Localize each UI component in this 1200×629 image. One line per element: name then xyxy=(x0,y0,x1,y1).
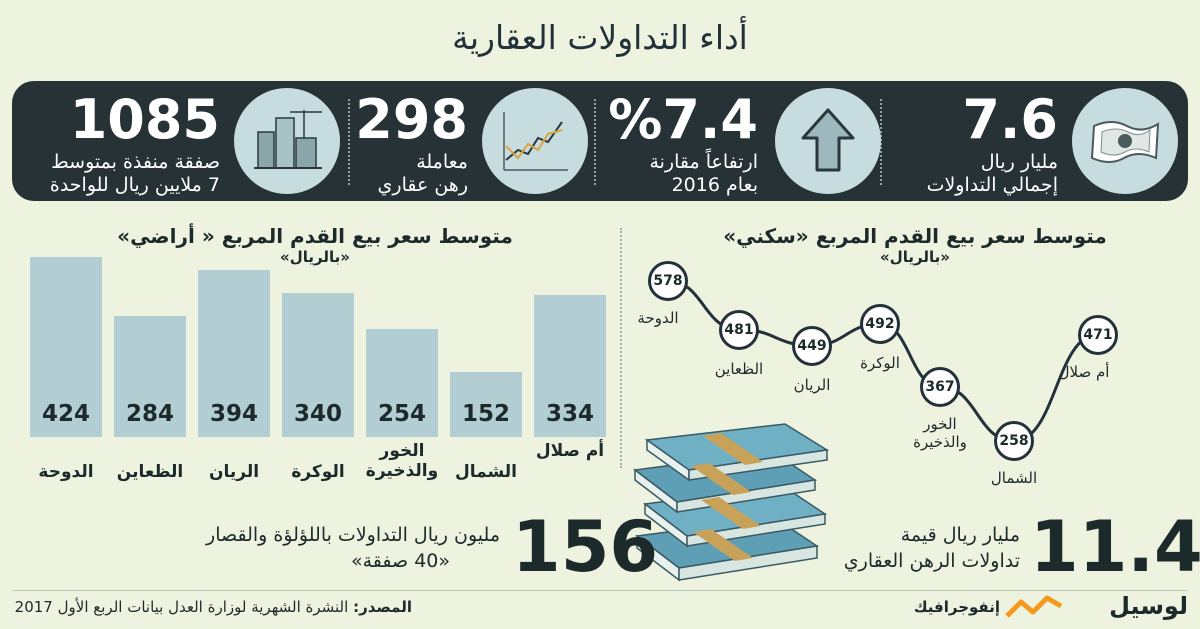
kpi-mortgage-line1: معاملة xyxy=(416,151,468,173)
section-divider xyxy=(620,228,622,468)
bar xyxy=(282,292,354,437)
footer-infographic-label: إنفوجرافيك xyxy=(913,598,1000,616)
residential-chart-title: متوسط سعر بيع القدم المربع «سكني» xyxy=(723,224,1107,248)
kpi-divider xyxy=(594,99,596,185)
footer-source: المصدر: النشرة الشهرية لوزارة العدل بيان… xyxy=(12,598,412,616)
kpi-mortgage-line2: رهن عقاري xyxy=(377,174,468,196)
line-point-label: الوكرة xyxy=(860,354,900,372)
pearl-value: 156 xyxy=(512,506,659,588)
bar-value-label: 254 xyxy=(377,401,426,427)
line-chart-icon xyxy=(482,88,588,194)
bar xyxy=(114,316,186,437)
line-point-label: الظعاين xyxy=(714,359,764,378)
page-title: أداء التداولات العقارية xyxy=(452,18,748,57)
brand-logo-icon xyxy=(1005,595,1063,618)
bar-category-label: الشمال xyxy=(454,462,518,482)
bar xyxy=(198,269,270,437)
kpi-divider xyxy=(348,99,350,185)
bar-value-label: 152 xyxy=(461,401,510,427)
bar-category-label: الدوحة xyxy=(38,462,94,482)
bar xyxy=(534,295,606,437)
line-point: 481 xyxy=(719,309,759,350)
bar-value-label: 394 xyxy=(209,401,258,427)
lands-chart-subtitle: «بالريال» xyxy=(280,248,350,266)
line-point-label: أم صلال xyxy=(1058,362,1110,381)
lands-chart-title: متوسط سعر بيع القدم المربع « أراضي» xyxy=(117,224,513,248)
line-point: 367 xyxy=(920,366,960,407)
line-point-label: الدوحة xyxy=(637,309,679,327)
bar-value-label: 340 xyxy=(293,401,342,427)
line-point: 471 xyxy=(1078,314,1118,355)
bar-value-label: 334 xyxy=(545,401,594,427)
line-point: 449 xyxy=(792,325,832,366)
kpi-growth-value: %7.4 xyxy=(608,88,758,151)
bar-category-label: الخور والذخيرة xyxy=(365,441,439,482)
line-point-label: الخور والذخيرة xyxy=(913,414,967,451)
pearl-line1: مليون ريال التداولات باللؤلؤة والقصار xyxy=(206,524,500,546)
up-arrow-icon xyxy=(775,88,881,194)
bar-category-label: الريان xyxy=(208,462,260,482)
kpi-divider xyxy=(880,99,882,185)
bar-category-label: أم صلال xyxy=(535,441,605,461)
kpi-total-line2: إجمالي التداولات xyxy=(926,174,1058,196)
line-point: 578 xyxy=(648,261,688,301)
mortgage-value-line2: تداولات الرهن العقاري xyxy=(843,550,1020,572)
footer-source-label: المصدر: xyxy=(353,598,412,616)
bar-category-label: الوكرة xyxy=(291,462,345,482)
money-stack-icon xyxy=(633,423,830,582)
mortgage-value: 11.4 xyxy=(1030,506,1200,588)
line-point: 492 xyxy=(860,304,900,344)
kpi-mortgage-value: 298 xyxy=(355,88,468,151)
bar xyxy=(366,329,438,437)
kpi-deals-value: 1085 xyxy=(69,88,220,151)
kpi-growth-line1: ارتفاعاً مقارنة xyxy=(649,151,758,173)
bar-value-label: 424 xyxy=(41,401,90,427)
kpi-deals-line1: صفقة منفذة بمتوسط xyxy=(51,151,220,173)
kpi-total-value: 7.6 xyxy=(962,88,1058,151)
bar xyxy=(30,257,102,437)
kpi-growth-line2: بعام 2016 xyxy=(671,174,758,196)
buildings-icon xyxy=(234,88,340,194)
line-point-label: الشمال xyxy=(990,469,1038,487)
brand-name: لوسيل xyxy=(1109,592,1188,620)
kpi-deals-line2: 7 ملايين ريال للواحدة xyxy=(49,174,220,196)
mortgage-value-line1: مليار ريال قيمة xyxy=(900,524,1020,546)
footer-source-text: النشرة الشهرية لوزارة العدل بيانات الربع… xyxy=(14,598,349,616)
kpi-total-line1: مليار ريال xyxy=(980,151,1058,173)
line-point-label: الريان xyxy=(793,375,831,394)
footer-divider xyxy=(12,590,1188,591)
banknote-icon xyxy=(1072,88,1178,194)
bar-value-label: 284 xyxy=(125,401,174,427)
residential-chart-subtitle: «بالريال» xyxy=(880,248,950,266)
bar xyxy=(450,372,522,437)
pearl-line2: «40 صفقة» xyxy=(350,550,450,572)
line-point: 258 xyxy=(994,421,1034,461)
kpi-bar: 7.6 مليار ريال إجمالي التداولات %7.4 ارت… xyxy=(12,81,1188,201)
bar-category-label: الظعاين xyxy=(116,462,184,482)
